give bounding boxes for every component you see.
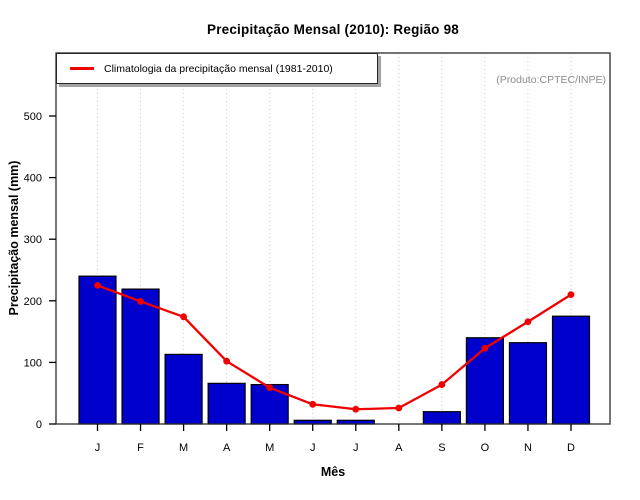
y-tick-label-400: 400 [24,173,42,185]
legend-box: Climatologia da precipitação mensal (198… [56,53,378,84]
bar-0-J [78,275,117,425]
climatology-point-2 [180,313,187,321]
x-tick-label-10-N: N [524,442,532,454]
x-tick-label-8-S: S [438,442,445,454]
x-tick-label-3-A: A [223,442,231,454]
x-tick-label-6-J: J [353,442,359,454]
bar-10-N [508,342,548,425]
watermark-produto: (Produto:CPTEC/INPE) [496,74,606,86]
x-tick-label-4-M: M [265,442,274,454]
legend-label: Climatologia da precipitação mensal (198… [104,62,333,75]
climatology-point-1 [137,298,144,305]
climatology-point-3 [223,357,231,365]
climatology-line [96,284,573,411]
x-tick-label-0-J: J [95,442,101,454]
x-axis-title: Mês [320,465,346,479]
climatology-point-8 [438,381,446,388]
bar-1-F [121,288,160,425]
climatology-point-10 [524,318,532,326]
y-tick-label-0: 0 [36,419,42,431]
bar-3-A [207,382,246,425]
bar-9-O [465,337,505,425]
climatology-point-6 [352,405,360,413]
y-axis-title: Precipitação mensal (mm) [7,160,21,316]
x-tick-label-2-M: M [179,442,188,454]
climatology-point-7 [395,404,403,412]
x-tick-label-11-D: D [567,442,575,454]
y-tick-label-200: 200 [24,296,42,308]
x-tick-label-7-A: A [395,442,403,454]
y-tick-label-500: 500 [24,111,42,123]
y-tick-label-300: 300 [24,234,42,246]
bar-8-S [422,411,461,425]
bar-2-M [164,353,203,425]
chart-title: Precipitação Mensal (2010): Região 98 [206,22,459,37]
climatology-point-0 [94,282,101,289]
climatology-point-5 [309,400,317,408]
climatology-point-4 [266,384,274,392]
x-tick-label-1-F: F [137,442,144,454]
bar-11-D [551,315,591,425]
climatology-point-11 [567,291,575,299]
x-tick-label-5-J: J [310,442,316,454]
x-tick-label-9-O: O [481,442,490,454]
climatology-point-9 [481,344,489,352]
legend-line-sample-icon [70,67,94,70]
y-tick-label-100: 100 [24,357,42,369]
